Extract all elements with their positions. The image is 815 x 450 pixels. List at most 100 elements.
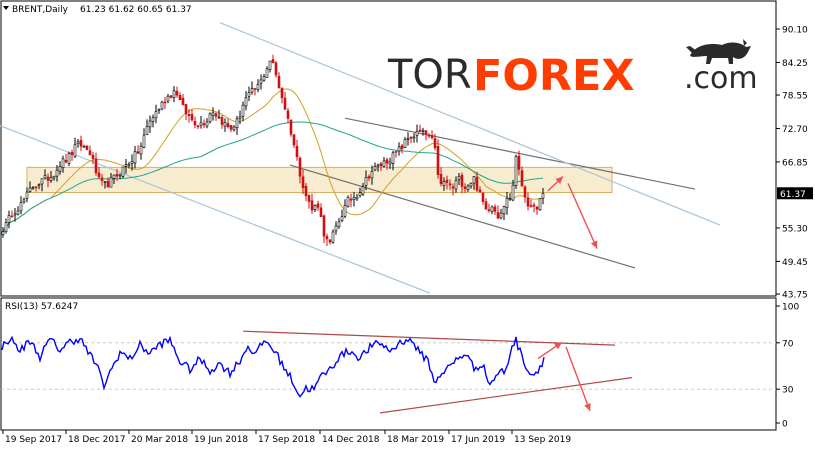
candle-body bbox=[352, 197, 356, 200]
price-forecast-arrow-1-head bbox=[555, 176, 563, 184]
candle-body bbox=[202, 123, 206, 126]
candle-body bbox=[346, 196, 350, 207]
candle-body bbox=[256, 84, 260, 90]
candle-body bbox=[19, 202, 23, 212]
candle-body bbox=[145, 125, 149, 135]
candle-body bbox=[514, 156, 518, 186]
forecast-arrows-layer bbox=[547, 176, 598, 249]
candle-body bbox=[49, 176, 53, 181]
candle-body bbox=[364, 177, 368, 186]
candle-body bbox=[463, 186, 467, 189]
resistance-zone-layer bbox=[26, 166, 613, 194]
candle-body bbox=[13, 213, 17, 216]
candle-body bbox=[301, 176, 305, 189]
candle-body bbox=[457, 176, 461, 180]
candle-body bbox=[184, 104, 188, 115]
price-forecast-arrow-2-shaft bbox=[567, 183, 598, 249]
price-tick-label: 84.25 bbox=[782, 59, 808, 69]
rsi-axis: 100 70 30 0 bbox=[776, 303, 799, 430]
candle-body bbox=[292, 134, 296, 146]
rsi-forecast-arrow-2-head bbox=[584, 403, 591, 412]
candle-body bbox=[163, 101, 167, 104]
candle-body bbox=[388, 161, 392, 165]
time-tick-label: 19 Jun 2018 bbox=[194, 435, 248, 445]
candle-body bbox=[139, 145, 143, 155]
candle-body bbox=[331, 231, 335, 243]
candle-body bbox=[508, 198, 512, 201]
candle-body bbox=[487, 209, 491, 211]
candle-body bbox=[418, 129, 422, 132]
candle-body bbox=[499, 212, 503, 219]
candle-body bbox=[349, 198, 353, 201]
brand-logo: TOR FOREX .com bbox=[387, 39, 758, 101]
rsi-forecast-arrows bbox=[537, 341, 591, 412]
candle-body bbox=[244, 97, 248, 107]
candle-body bbox=[532, 204, 536, 207]
candle-body bbox=[214, 113, 218, 117]
candle-body bbox=[358, 192, 362, 197]
candle-body bbox=[448, 183, 452, 186]
candle-body bbox=[121, 166, 125, 177]
rsi-trend-line-1 bbox=[242, 330, 616, 346]
candle-body bbox=[82, 146, 86, 148]
candle-body bbox=[220, 117, 224, 125]
candle-body bbox=[337, 221, 341, 227]
candle-body bbox=[25, 191, 29, 199]
candle-body bbox=[76, 141, 80, 145]
candle-body bbox=[430, 135, 434, 138]
instrument-label: BRENT,Daily bbox=[12, 5, 69, 15]
candle-body bbox=[283, 97, 287, 110]
candle-body bbox=[172, 90, 176, 98]
price-tick-label: 43.75 bbox=[782, 291, 808, 301]
candle-body bbox=[526, 198, 530, 207]
price-forecast-arrow-2-head bbox=[590, 240, 598, 249]
collapse-triangle-icon[interactable] bbox=[3, 6, 9, 10]
candle-body bbox=[130, 161, 134, 164]
candle-body bbox=[496, 212, 500, 219]
candle-body bbox=[343, 205, 347, 217]
candle-body bbox=[199, 122, 203, 126]
candle-body bbox=[541, 193, 545, 199]
candle-body bbox=[16, 210, 20, 215]
candle-body bbox=[79, 139, 83, 147]
candle-body bbox=[190, 114, 194, 121]
candle-body bbox=[412, 136, 416, 139]
candle-body bbox=[91, 154, 95, 159]
candle-body bbox=[505, 198, 509, 209]
candle-body bbox=[235, 118, 239, 128]
time-tick-label: 19 Sep 2017 bbox=[5, 435, 62, 445]
candle-body bbox=[322, 215, 326, 237]
ohlc-values: 61.23 61.62 60.65 61.37 bbox=[80, 5, 192, 15]
rsi-trend-lines bbox=[242, 330, 633, 414]
candle-body bbox=[535, 206, 539, 210]
candle-body bbox=[40, 178, 44, 185]
candle-body bbox=[493, 206, 497, 212]
candle-body bbox=[454, 179, 458, 190]
candle-body bbox=[406, 138, 410, 140]
candle-body bbox=[133, 151, 137, 164]
candle-body bbox=[223, 122, 227, 127]
candle-body bbox=[433, 138, 437, 149]
candle-body bbox=[142, 134, 146, 148]
candle-body bbox=[58, 166, 62, 172]
candle-body bbox=[127, 163, 131, 166]
candle-body bbox=[208, 113, 212, 122]
candle-body bbox=[262, 76, 266, 81]
candle-body bbox=[70, 151, 74, 155]
candle-body bbox=[319, 207, 323, 217]
candle-body bbox=[469, 183, 473, 187]
rsi-panel: 100 70 30 0 RSI(13) 57.6247 bbox=[0, 297, 799, 431]
candle-body bbox=[313, 205, 317, 210]
price-tick-label: 66.85 bbox=[782, 158, 808, 168]
candle-body bbox=[403, 139, 407, 148]
time-tick-label: 18 Mar 2019 bbox=[387, 435, 444, 445]
ma-slow-line bbox=[2, 121, 544, 233]
price-tick-label: 90.10 bbox=[782, 26, 808, 36]
time-tick-label: 17 Sep 2018 bbox=[258, 435, 315, 445]
channel-line-3 bbox=[219, 22, 721, 226]
price-axis: 90.10 84.25 78.55 72.70 66.85 61.37 55.30 49.45… bbox=[776, 26, 813, 301]
time-tick-label: 18 Dec 2017 bbox=[68, 435, 126, 445]
candle-body bbox=[43, 175, 47, 179]
candle-body bbox=[178, 95, 182, 101]
price-tick-label: 72.70 bbox=[782, 125, 808, 135]
